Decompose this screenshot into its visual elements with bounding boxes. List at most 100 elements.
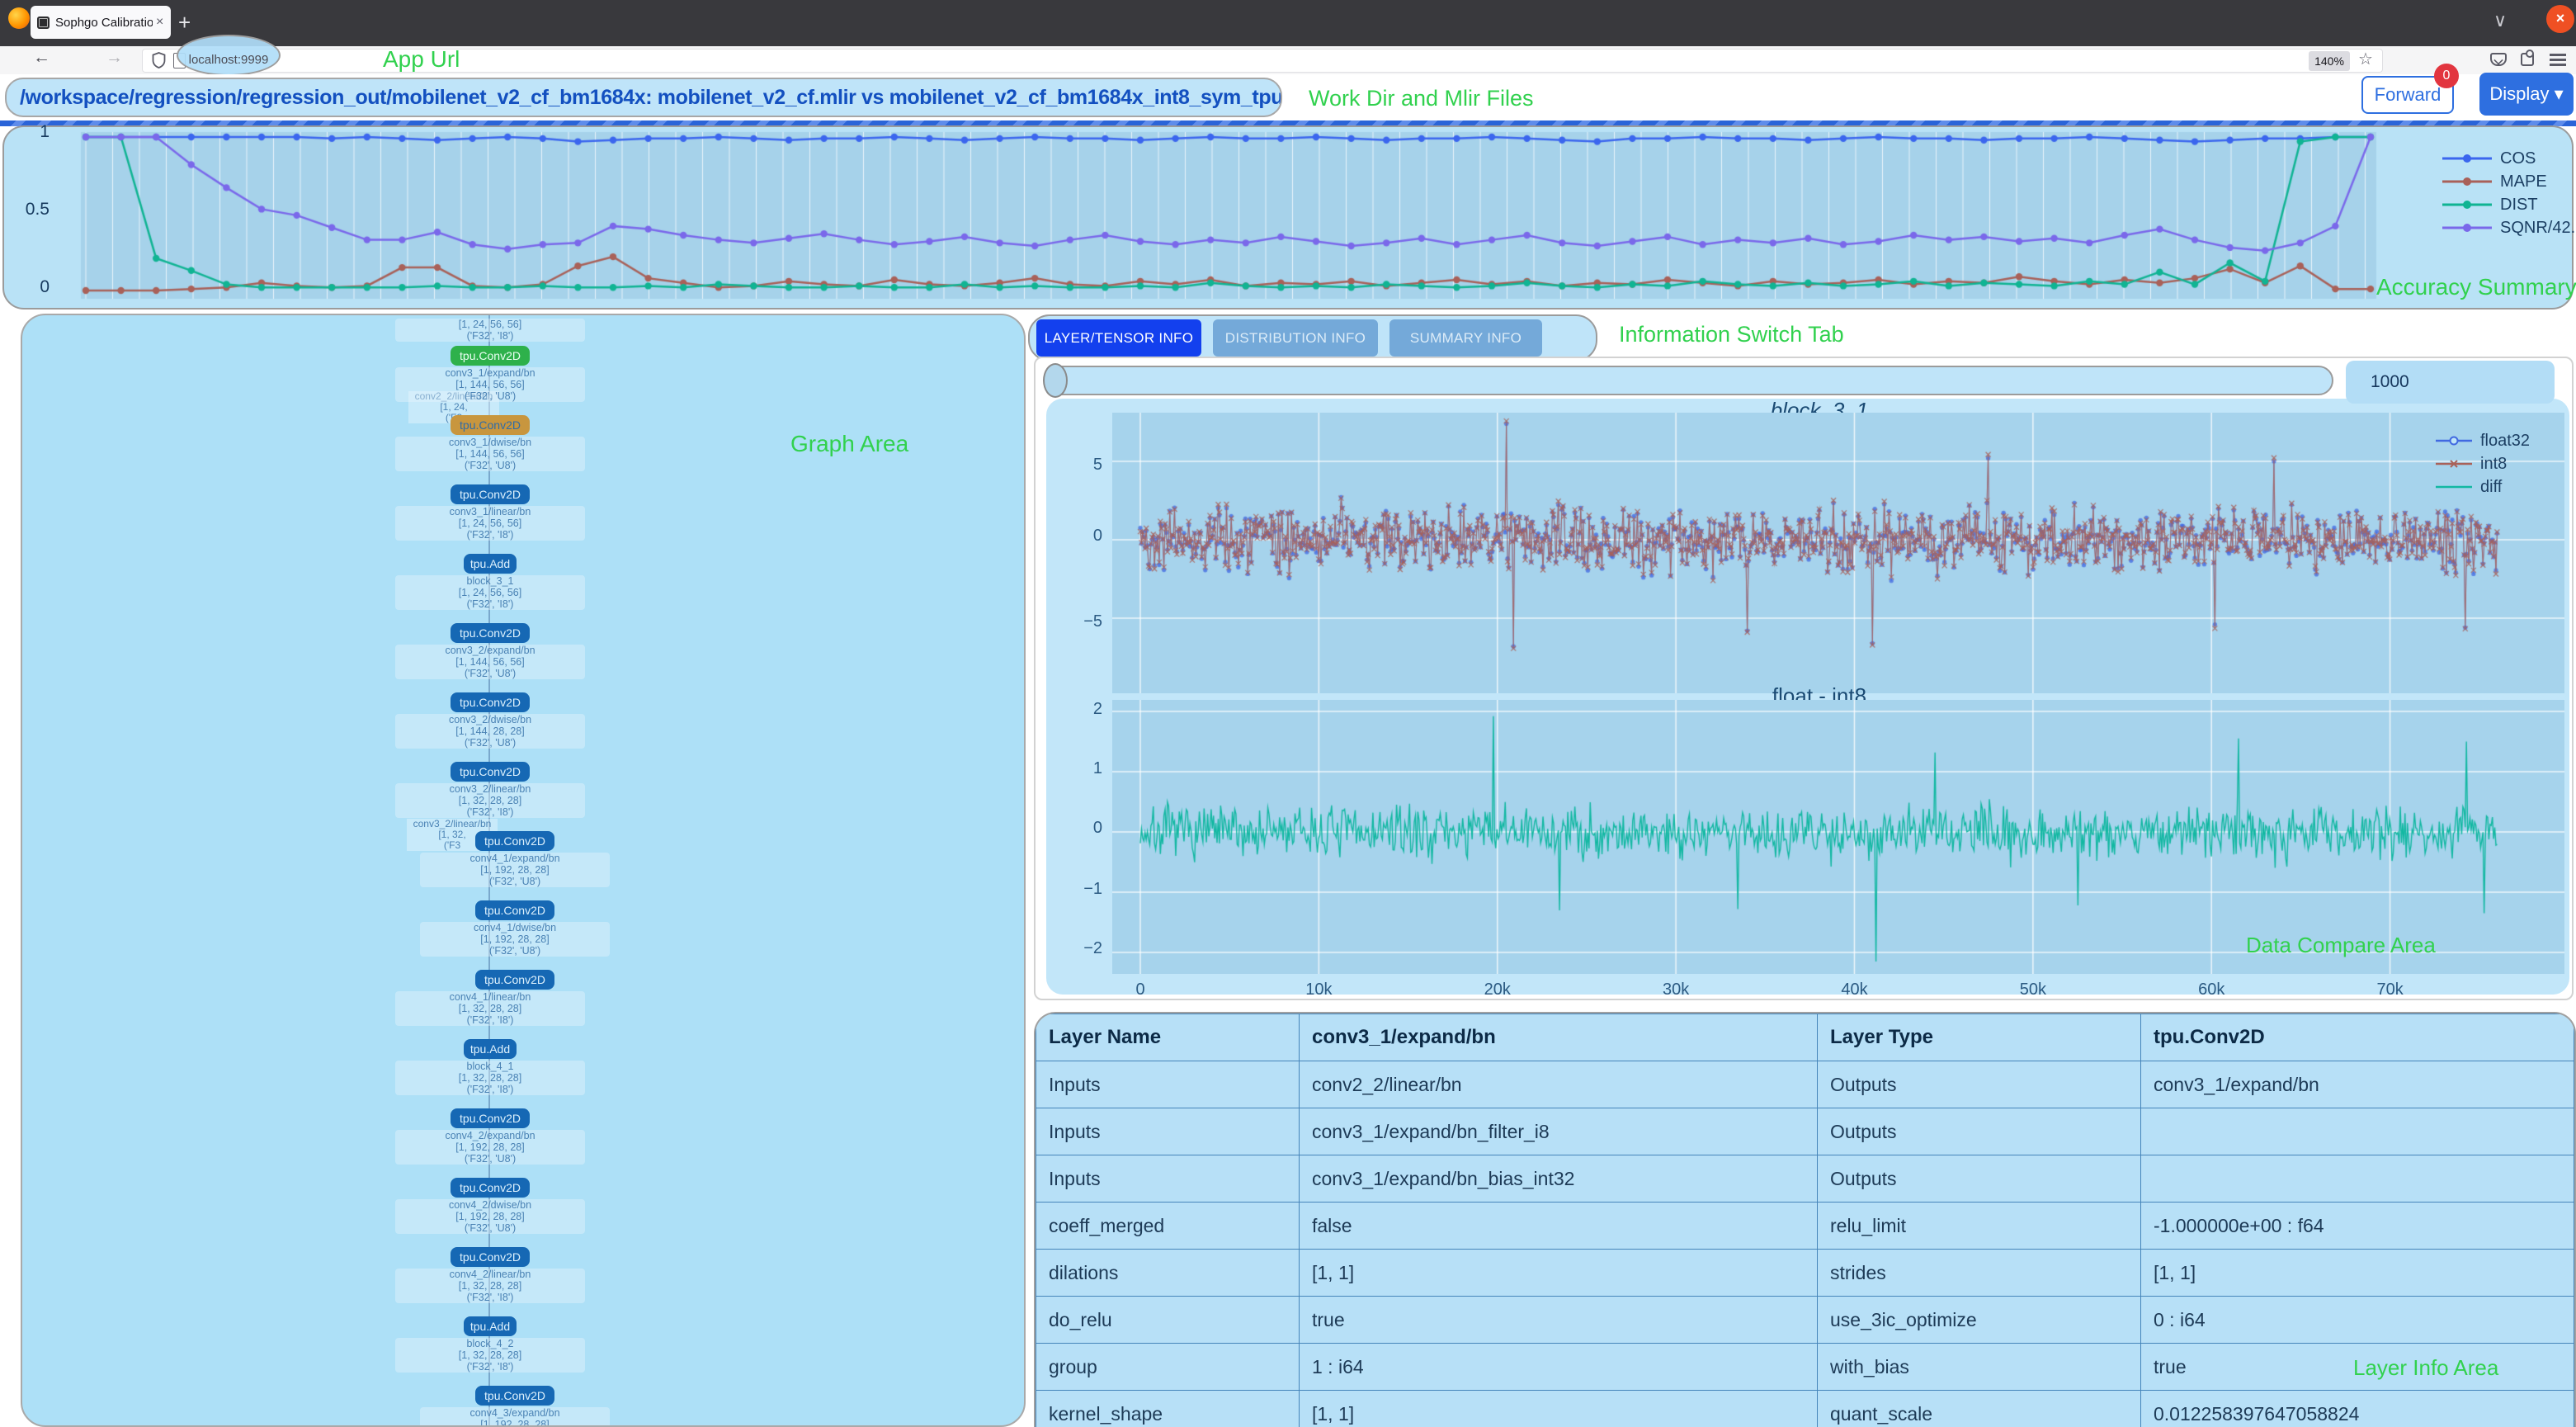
legend-item-mape[interactable]: MAPE xyxy=(2441,170,2576,193)
graph-edge-label[interactable]: conv3_1/dwise/bn[1, 144, 56, 56]('F32', … xyxy=(395,437,585,471)
table-cell xyxy=(2141,1155,2574,1203)
legend-swatch xyxy=(2434,481,2474,493)
table-cell: with_bias xyxy=(1818,1344,2141,1391)
legend-item-cos[interactable]: COS xyxy=(2441,147,2576,170)
edge-name: block_4_2 xyxy=(395,1338,585,1349)
compare-y-tick: −5 xyxy=(1063,612,1102,631)
edge-shape: [1, 32, 28, 28] xyxy=(395,1072,585,1084)
graph-edge-label[interactable]: block_4_1[1, 32, 28, 28]('F32', 'I8') xyxy=(395,1061,585,1095)
graph-edge-label[interactable]: block_3_1[1, 24, 56, 56]('F32', 'I8') xyxy=(395,575,585,610)
legend-item-float32[interactable]: float32 xyxy=(2434,429,2530,452)
diff-y-tick: −2 xyxy=(1063,939,1102,958)
graph-edge-label[interactable]: conv3_1/expand/bn[1, 144, 56, 56]('F32',… xyxy=(395,367,585,402)
table-header-cell: Layer Name xyxy=(1036,1014,1300,1061)
legend-item-dist[interactable]: DIST xyxy=(2441,193,2576,216)
edge-name: conv3_1/expand/bn xyxy=(395,367,585,379)
bookmark-star-icon[interactable]: ☆ xyxy=(2358,49,2373,69)
forward-icon[interactable]: → xyxy=(106,48,123,68)
edge-dtype: ('F32', 'U8') xyxy=(395,390,585,402)
graph-node-tpu-conv2d[interactable]: tpu.Conv2D xyxy=(451,484,530,504)
url-bar[interactable] xyxy=(142,49,2383,73)
display-button[interactable]: Display ▾ xyxy=(2479,73,2574,116)
graph-node-tpu-conv2d[interactable]: tpu.Conv2D xyxy=(475,970,554,990)
graph-node-tpu-conv2d[interactable]: tpu.Conv2D xyxy=(451,1178,530,1198)
tab-title: Sophgo Calibration-Analy xyxy=(55,16,153,30)
graph-area-panel[interactable]: [1, 24, 56, 56]('F32', 'I8')tpu.Conv2Dco… xyxy=(21,314,1026,1427)
graph-edge-label[interactable]: [1, 24, 56, 56]('F32', 'I8') xyxy=(395,319,585,342)
legend-item-diff[interactable]: diff xyxy=(2434,475,2530,499)
graph-edge-label[interactable]: conv4_3/expand/bn[1, 192, 28, 28]('F32',… xyxy=(420,1407,610,1427)
legend-swatch xyxy=(2441,199,2493,210)
graph-edge-label[interactable]: conv4_1/linear/bn[1, 32, 28, 28]('F32', … xyxy=(395,991,585,1026)
window-close-button[interactable]: × xyxy=(2546,5,2574,33)
legend-item-int8[interactable]: int8 xyxy=(2434,452,2530,475)
graph-node-tpu-conv2d[interactable]: tpu.Conv2D xyxy=(451,762,530,782)
graph-edge-label[interactable]: block_4_2[1, 32, 28, 28]('F32', 'I8') xyxy=(395,1338,585,1373)
graph-edge-label[interactable]: conv4_2/linear/bn[1, 32, 28, 28]('F32', … xyxy=(395,1269,585,1303)
table-cell: 0 : i64 xyxy=(2141,1297,2574,1344)
tab-close-icon[interactable]: × xyxy=(156,15,163,30)
accuracy-legend[interactable]: COSMAPEDISTSQNR/42.9 xyxy=(2441,147,2576,239)
graph-node-tpu-conv2d[interactable]: tpu.Conv2D xyxy=(475,1386,554,1406)
graph-node-tpu-add[interactable]: tpu.Add xyxy=(464,1039,517,1059)
range-slider[interactable] xyxy=(1046,366,2333,395)
graph-node-tpu-conv2d[interactable]: tpu.Conv2D xyxy=(451,1108,530,1128)
tab-summary-info[interactable]: SUMMARY INFO xyxy=(1389,319,1542,357)
accuracy-chart-canvas[interactable] xyxy=(58,130,2566,305)
graph-edge-label[interactable]: conv3_2/dwise/bn[1, 144, 28, 28]('F32', … xyxy=(395,714,585,749)
graph-node-tpu-conv2d[interactable]: tpu.Conv2D xyxy=(451,415,530,435)
edge-name: block_4_1 xyxy=(395,1061,585,1072)
edge-shape: [1, 192, 28, 28] xyxy=(395,1141,585,1153)
graph-edge-label[interactable]: conv3_2/expand/bn[1, 144, 56, 56]('F32',… xyxy=(395,645,585,679)
edge-shape: [1, 24, 56, 56] xyxy=(395,587,585,598)
accuracy-y-tick: 0.5 xyxy=(13,200,50,220)
table-cell: conv3_1/expand/bn_filter_i8 xyxy=(1300,1108,1818,1155)
pocket-icon[interactable] xyxy=(2490,53,2507,66)
compare-x-tick: 50k xyxy=(2004,980,2062,999)
table-cell: [1, 1] xyxy=(2141,1250,2574,1297)
tab-layer-tensor-info[interactable]: LAYER/TENSOR INFO xyxy=(1036,319,1201,357)
graph-edge-label[interactable]: conv4_1/dwise/bn[1, 192, 28, 28]('F32', … xyxy=(420,922,610,957)
graph-node-tpu-conv2d[interactable]: tpu.Conv2D xyxy=(475,900,554,920)
diff-y-tick: 2 xyxy=(1063,700,1102,719)
graph-edge-label[interactable]: conv3_2/linear/bn[1, 32, 28, 28]('F32', … xyxy=(395,783,585,818)
annotation-compare: Data Compare Area xyxy=(2246,933,2436,958)
graph-node-tpu-conv2d[interactable]: tpu.Conv2D xyxy=(451,1247,530,1267)
graph-edge-label[interactable]: conv4_2/dwise/bn[1, 192, 28, 28]('F32', … xyxy=(395,1199,585,1234)
graph-node-tpu-conv2d[interactable]: tpu.Conv2D xyxy=(475,831,554,851)
legend-swatch xyxy=(2434,458,2474,470)
graph-node-tpu-conv2d[interactable]: tpu.Conv2D xyxy=(451,346,530,366)
back-icon[interactable]: ← xyxy=(33,48,50,68)
tensor-compare-canvas[interactable] xyxy=(1112,413,2564,693)
tabs-dropdown-icon[interactable]: ∨ xyxy=(2493,10,2507,31)
url-text[interactable]: localhost:9999 xyxy=(177,53,281,67)
edge-dtype: ('F32', 'I8') xyxy=(395,330,585,342)
table-cell: group xyxy=(1036,1344,1300,1391)
display-count-input[interactable]: 1000 xyxy=(2346,361,2555,404)
extensions-icon[interactable] xyxy=(2521,53,2534,66)
graph-edge-label[interactable]: conv4_1/expand/bn[1, 192, 28, 28]('F32',… xyxy=(420,853,610,887)
tensor-compare-legend[interactable]: float32int8diff xyxy=(2434,429,2530,499)
range-slider-handle[interactable] xyxy=(1043,363,1068,398)
table-row: group1 : i64with_biastrue xyxy=(1036,1344,2574,1391)
graph-node-tpu-conv2d[interactable]: tpu.Conv2D xyxy=(451,692,530,712)
graph-node-tpu-conv2d[interactable]: tpu.Conv2D xyxy=(451,623,530,643)
graph-edge-label[interactable]: conv4_2/expand/bn[1, 192, 28, 28]('F32',… xyxy=(395,1130,585,1165)
edge-dtype: ('F32', 'I8') xyxy=(395,598,585,610)
menu-icon[interactable] xyxy=(2550,54,2566,67)
new-tab-button[interactable]: + xyxy=(178,10,191,35)
graph-node-tpu-add[interactable]: tpu.Add xyxy=(464,1316,517,1336)
tab-distribution-info[interactable]: DISTRIBUTION INFO xyxy=(1213,319,1378,357)
table-row: do_relutrueuse_3ic_optimize0 : i64 xyxy=(1036,1297,2574,1344)
zoom-level-badge[interactable]: 140% xyxy=(2309,51,2350,71)
browser-tab[interactable]: Sophgo Calibration-Analy × xyxy=(31,6,171,39)
legend-item-sqnr-42-9[interactable]: SQNR/42.9 xyxy=(2441,216,2576,239)
graph-node-tpu-add[interactable]: tpu.Add xyxy=(464,554,517,574)
graph-edge-label[interactable]: conv3_1/linear/bn[1, 24, 56, 56]('F32', … xyxy=(395,506,585,541)
firefox-icon[interactable] xyxy=(8,7,30,29)
table-cell: [1, 1] xyxy=(1300,1391,1818,1427)
diff-y-tick: 1 xyxy=(1063,759,1102,778)
annotation-graph-area: Graph Area xyxy=(790,431,908,457)
layer-info-table: Layer Nameconv3_1/expand/bnLayer Typetpu… xyxy=(1036,1014,2574,1427)
shield-icon[interactable] xyxy=(152,52,166,69)
